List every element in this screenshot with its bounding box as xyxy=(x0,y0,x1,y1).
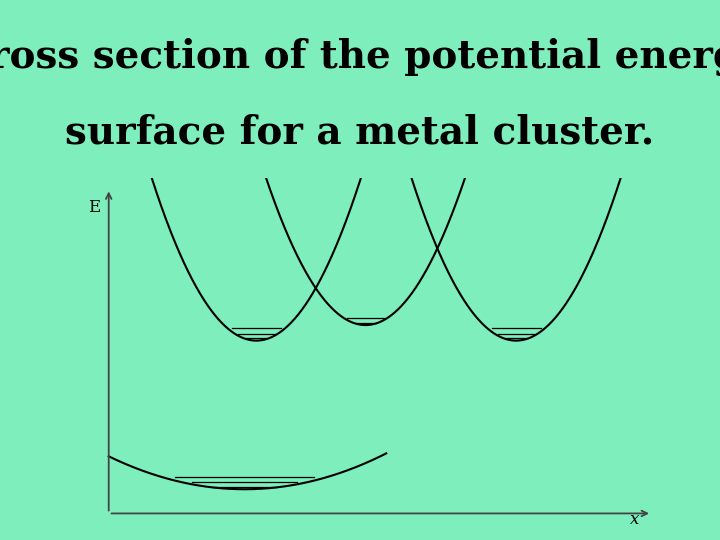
Text: Cross section of the potential energy: Cross section of the potential energy xyxy=(0,38,720,76)
Text: E: E xyxy=(88,199,100,216)
Text: surface for a metal cluster.: surface for a metal cluster. xyxy=(66,113,654,151)
Text: x: x xyxy=(629,511,639,528)
